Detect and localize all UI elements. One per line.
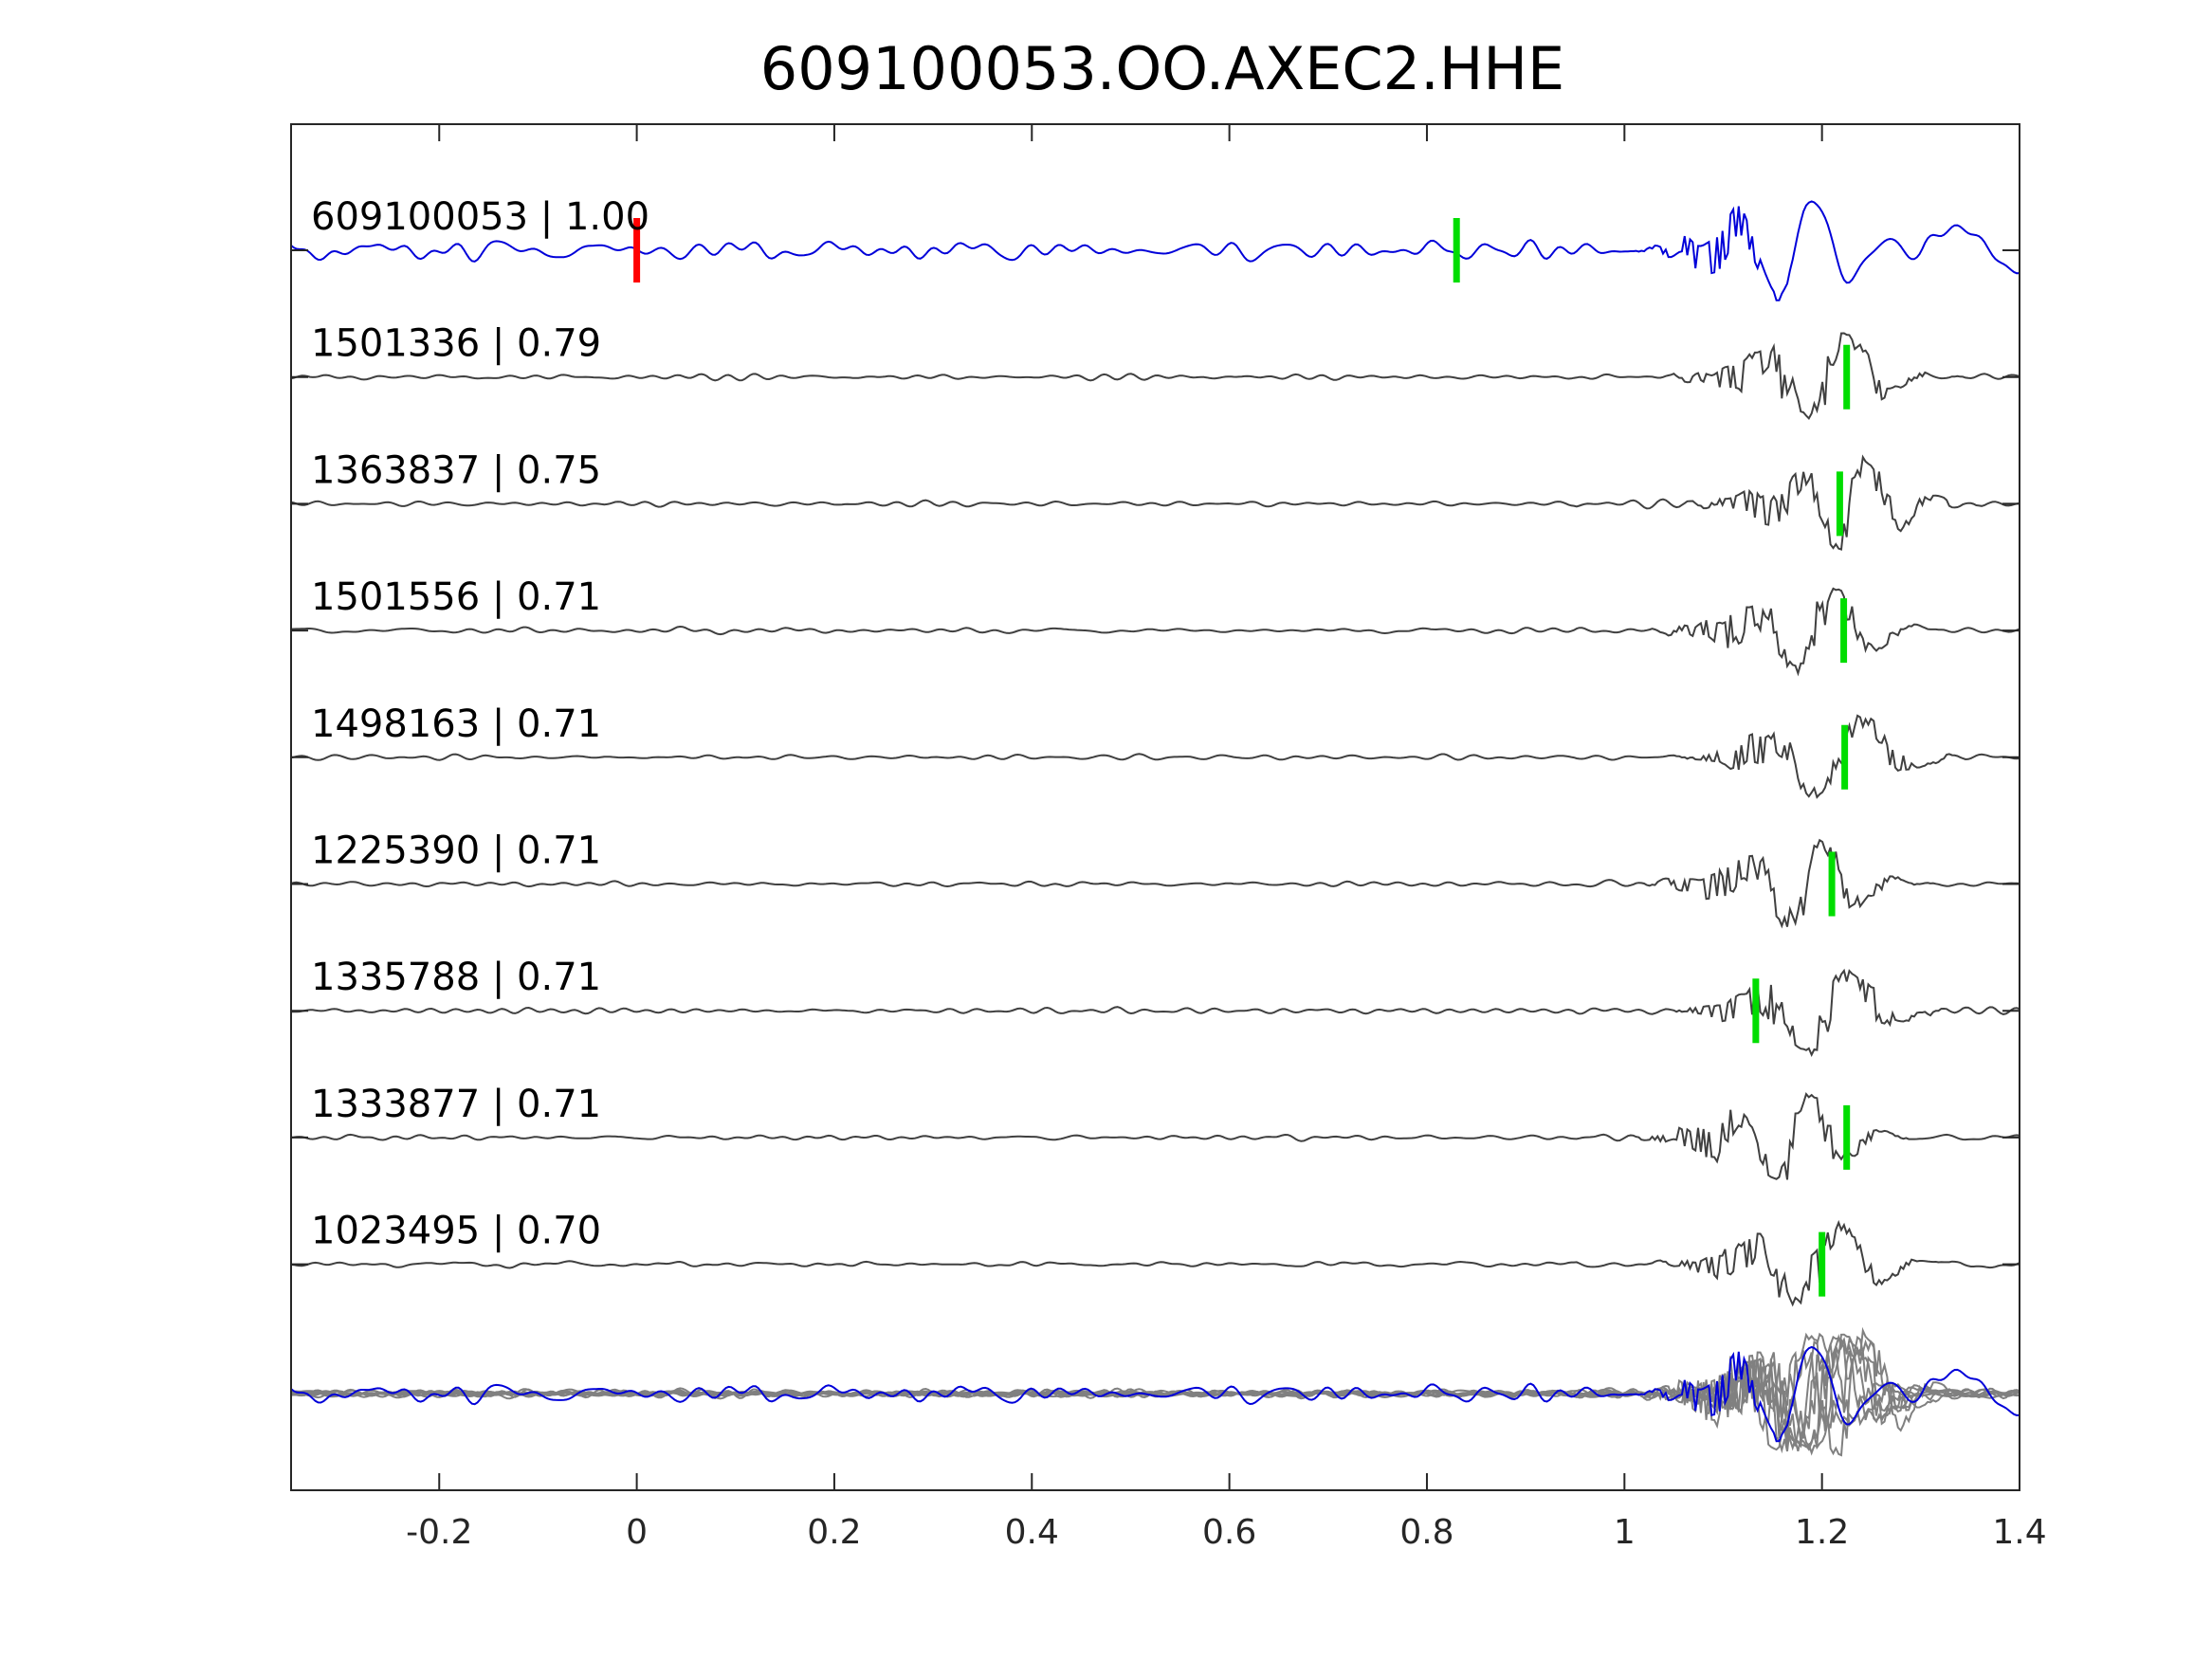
trace-label-1501556: 1501556 | 0.71 [311,575,601,619]
xtick-label-2: 0.2 [807,1513,861,1552]
overlay-trace-609100053 [290,1345,2020,1443]
plot-frame [290,123,2020,1491]
xtick-label-6: 1 [1614,1513,1636,1552]
trace-1363837-line [290,454,2020,551]
trace-1225390-line [290,838,2020,929]
trace-1501556-line [290,587,2020,677]
trace-1333877-line [290,1092,2020,1180]
xtick-label-0: -0.2 [406,1513,472,1552]
trace-label-1023495: 1023495 | 0.70 [311,1210,601,1253]
trace-label-1501336: 1501336 | 0.79 [311,322,601,366]
trace-609100053-line [290,200,2020,301]
trace-1335788-line [290,968,2020,1057]
trace-label-1333877: 1333877 | 0.71 [311,1083,601,1126]
trace-label-1335788: 1335788 | 0.71 [311,956,601,999]
chart-title: 609100053.OO.AXEC2.HHE [760,34,1564,103]
trace-1498163-line [290,714,2020,799]
trace-labels-layer: 609100053 | 1.00 1501336 | 0.79 1363837 | … [311,195,649,1253]
trace-1023495-line [290,1219,2020,1307]
ticks-layer: -0.2 0 0.2 0.4 0.6 0.8 1 1.2 1.4 [291,124,2047,1552]
xtick-label-3: 0.4 [1005,1513,1059,1552]
trace-label-1225390: 1225390 | 0.71 [311,830,601,873]
xtick-label-5: 0.8 [1399,1513,1453,1552]
traces-layer [290,200,2020,1457]
trace-label-609100053: 609100053 | 1.00 [311,195,649,239]
trace-label-1363837: 1363837 | 0.75 [311,448,601,492]
xtick-label-7: 1.2 [1795,1513,1849,1552]
picks-layer [633,218,1851,1297]
xtick-label-1: 0 [626,1513,648,1552]
overlay-trace-1333877 [290,1332,2020,1451]
xtick-label-4: 0.6 [1202,1513,1256,1552]
trace-label-1498163: 1498163 | 0.71 [311,702,601,746]
xtick-label-8: 1.4 [1992,1513,2046,1552]
trace-1501336-line [290,332,2020,420]
